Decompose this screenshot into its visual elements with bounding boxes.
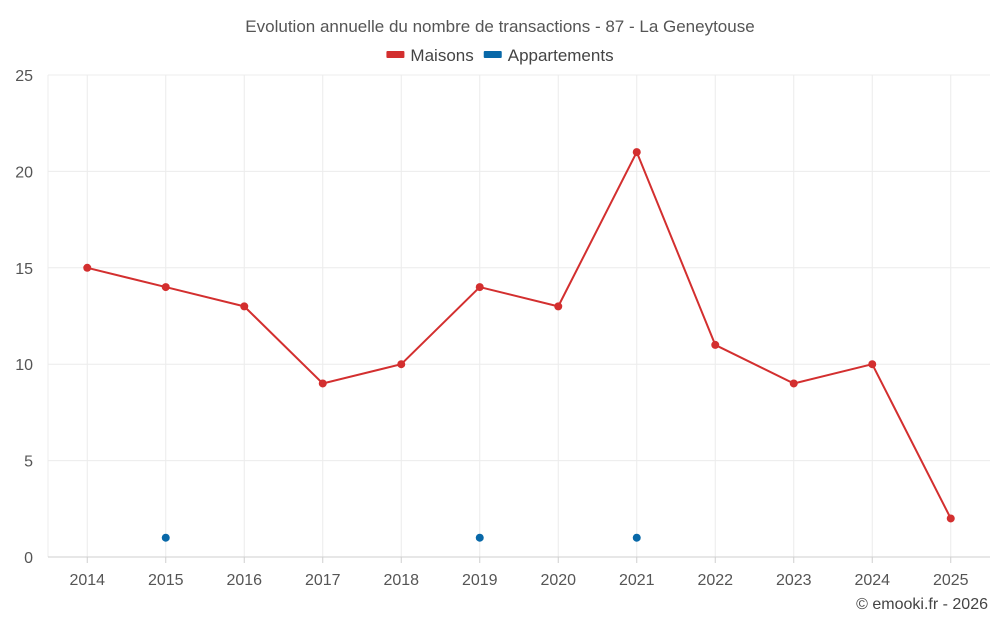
x-tick-label: 2017 bbox=[305, 572, 341, 589]
x-tick-label: 2023 bbox=[776, 572, 812, 589]
y-tick-label: 0 bbox=[24, 550, 33, 567]
x-tick-label: 2021 bbox=[619, 572, 655, 589]
legend-label: Maisons bbox=[410, 46, 473, 65]
data-point[interactable] bbox=[789, 379, 798, 388]
x-tick-label: 2022 bbox=[697, 572, 733, 589]
x-axis: 2014 2015 2016 2017 2018 2019 2020 2021 2022 2023… bbox=[69, 557, 969, 589]
x-tick-label: 2025 bbox=[933, 572, 969, 589]
data-point[interactable] bbox=[161, 533, 170, 542]
data-point[interactable] bbox=[868, 360, 877, 369]
credit-text: © emooki.fr - 2026 bbox=[856, 596, 988, 613]
x-tick-label: 2014 bbox=[69, 572, 105, 589]
series-layer bbox=[83, 148, 955, 542]
x-tick-label: 2024 bbox=[854, 572, 890, 589]
legend-label: Appartements bbox=[508, 46, 614, 65]
series-line bbox=[87, 151, 952, 519]
x-tick-label: 2019 bbox=[462, 572, 498, 589]
data-point[interactable] bbox=[475, 533, 484, 542]
x-tick-label: 2020 bbox=[540, 572, 576, 589]
y-tick-label: 25 bbox=[15, 68, 33, 85]
grid bbox=[47, 74, 990, 558]
legend[interactable]: Maisons Appartements bbox=[386, 46, 614, 65]
legend-swatch bbox=[483, 51, 502, 58]
x-tick-label: 2018 bbox=[383, 572, 419, 589]
data-point[interactable] bbox=[240, 302, 249, 311]
legend-item-maisons[interactable]: Maisons bbox=[386, 46, 474, 65]
series-appartements bbox=[161, 533, 641, 542]
y-tick-label: 10 bbox=[15, 357, 33, 374]
y-tick-label: 20 bbox=[15, 164, 33, 181]
data-point[interactable] bbox=[711, 340, 720, 349]
series-maisons bbox=[83, 148, 955, 523]
data-point[interactable] bbox=[83, 263, 92, 272]
y-tick-label: 5 bbox=[24, 454, 33, 471]
x-tick-label: 2015 bbox=[148, 572, 184, 589]
data-point[interactable] bbox=[632, 533, 641, 542]
data-point[interactable] bbox=[946, 514, 955, 523]
data-point[interactable] bbox=[318, 379, 327, 388]
data-point[interactable] bbox=[161, 283, 170, 292]
y-tick-label: 15 bbox=[15, 261, 33, 278]
chart-title: Evolution annuelle du nombre de transact… bbox=[245, 17, 754, 36]
data-point[interactable] bbox=[475, 283, 484, 292]
legend-item-appartements[interactable]: Appartements bbox=[483, 46, 614, 65]
legend-swatch bbox=[386, 51, 405, 58]
x-tick-label: 2016 bbox=[226, 572, 262, 589]
y-axis: 0 5 10 15 20 25 bbox=[15, 68, 33, 567]
data-point[interactable] bbox=[554, 302, 563, 311]
data-point[interactable] bbox=[632, 148, 641, 157]
data-point[interactable] bbox=[397, 360, 406, 369]
